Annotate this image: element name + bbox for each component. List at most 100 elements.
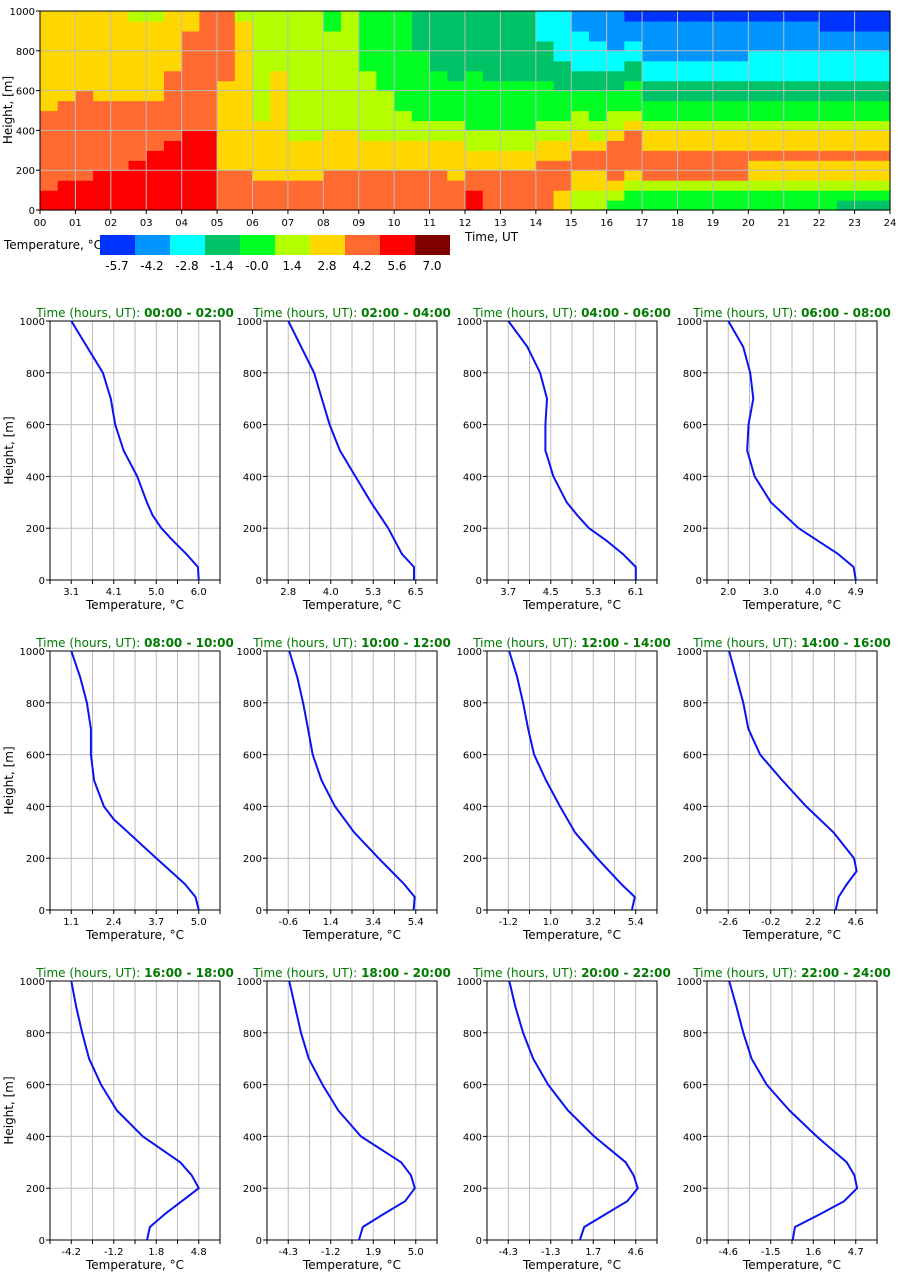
y-tick-label: 400 xyxy=(26,1132,45,1143)
heatmap-cell xyxy=(500,90,519,102)
temperature-profile-line xyxy=(288,650,416,911)
y-tick-label: 400 xyxy=(463,1132,482,1143)
heatmap-cell xyxy=(40,100,59,112)
heatmap-cell xyxy=(163,170,183,181)
heatmap-cell xyxy=(447,60,466,72)
heatmap-cell xyxy=(606,60,625,72)
heatmap-cell xyxy=(659,20,679,32)
heatmap-cell xyxy=(606,200,625,211)
heatmap-cell xyxy=(819,40,838,52)
heatmap-cell xyxy=(394,150,413,161)
heatmap-cell xyxy=(783,140,803,151)
heatmap-cell xyxy=(305,120,324,131)
heatmap-cell xyxy=(376,170,395,181)
heatmap-cell xyxy=(642,80,661,92)
panel-time-range: 00:00 - 02:00 xyxy=(144,306,234,320)
heatmap-cell xyxy=(110,160,130,171)
heatmap-cell xyxy=(677,40,696,52)
heatmap-cell xyxy=(411,180,431,191)
heatmap-cell xyxy=(93,70,112,82)
heatmap-cell xyxy=(341,90,360,102)
heatmap-cell xyxy=(287,170,307,181)
heatmap-cell xyxy=(482,90,502,102)
panel-title: Time (hours, UT): 22:00 - 24:00 xyxy=(692,966,891,980)
heatmap-cell xyxy=(75,110,94,122)
heatmap-cell xyxy=(518,150,537,161)
heatmap-cell xyxy=(287,160,307,171)
y-tick-label: 400 xyxy=(683,472,702,483)
panel-time-range: 12:00 - 14:00 xyxy=(581,636,671,650)
heatmap-cell xyxy=(624,190,643,201)
heatmap-cell xyxy=(128,150,147,161)
y-tick-label: 1000 xyxy=(677,317,702,328)
heatmap-cell xyxy=(677,80,696,92)
heatmap-cell xyxy=(394,70,413,82)
y-tick-label: 400 xyxy=(683,802,702,813)
heatmap-cell xyxy=(146,90,165,102)
heatmap-cell xyxy=(447,130,466,141)
heatmap-cell xyxy=(872,170,891,181)
heatmap-cell xyxy=(571,120,590,131)
heatmap-cell xyxy=(270,90,289,102)
heatmap-cell xyxy=(730,60,749,72)
heatmap-cell xyxy=(252,200,271,211)
heatmap-cell xyxy=(553,180,572,191)
heatmap-cell xyxy=(376,120,395,131)
heatmap-cell xyxy=(270,110,289,122)
heatmap-cell xyxy=(234,90,254,102)
heatmap-cell xyxy=(199,120,218,131)
heatmap-cell xyxy=(110,170,130,181)
heatmap-cell xyxy=(748,40,767,52)
heatmap-cell xyxy=(40,40,59,52)
y-tick-label: 1000 xyxy=(677,647,702,658)
heatmap-cell xyxy=(358,70,378,82)
heatmap-cell xyxy=(677,11,696,22)
heatmap-cell xyxy=(217,190,236,201)
heatmap-cell xyxy=(305,70,324,82)
heatmap-cell xyxy=(535,200,555,211)
x-tick-label: 08 xyxy=(317,218,330,229)
y-tick-label: 800 xyxy=(243,369,262,380)
temperature-profile-line xyxy=(508,650,636,911)
heatmap-cell xyxy=(199,130,218,141)
heatmap-cell xyxy=(93,40,112,52)
y-tick-label: 600 xyxy=(243,751,262,762)
heatmap-cell xyxy=(181,40,200,52)
heatmap-cell xyxy=(766,120,785,131)
heatmap-cell xyxy=(518,160,537,171)
heatmap-cell xyxy=(40,11,59,22)
heatmap-cell xyxy=(730,150,749,161)
colorbar-swatch xyxy=(135,235,170,255)
heatmap-cell xyxy=(40,130,59,141)
heatmap-cell xyxy=(57,130,77,141)
heatmap-cell xyxy=(146,40,165,52)
heatmap-cell xyxy=(429,30,448,42)
heatmap-cell xyxy=(252,180,271,191)
heatmap-cell xyxy=(730,40,749,52)
heatmap-cell xyxy=(606,90,625,102)
heatmap-cell xyxy=(252,130,271,141)
heatmap-cell xyxy=(553,20,572,32)
heatmap-cell xyxy=(93,80,112,92)
heatmap-cell xyxy=(677,120,696,131)
heatmap-cell xyxy=(429,140,448,151)
heatmap-cell xyxy=(642,20,661,32)
heatmap-cell xyxy=(854,60,873,72)
heatmap-cell xyxy=(181,60,200,72)
heatmap-cell xyxy=(323,30,342,42)
heatmap-cell xyxy=(766,11,785,22)
heatmap-cell xyxy=(93,160,112,171)
heatmap-cell xyxy=(358,11,378,22)
x-tick-label: 12 xyxy=(459,218,472,229)
heatmap-cell xyxy=(588,100,608,112)
x-tick-label: 1.8 xyxy=(148,1247,164,1258)
heatmap-cell xyxy=(712,100,732,112)
heatmap-cell xyxy=(287,130,307,141)
heatmap-cell xyxy=(163,200,183,211)
heatmap-cell xyxy=(588,140,608,151)
heatmap-cell xyxy=(783,120,803,131)
y-tick-label: 0 xyxy=(476,1236,482,1247)
heatmap-cell xyxy=(323,50,342,62)
panel-time-range: 18:00 - 20:00 xyxy=(361,966,451,980)
